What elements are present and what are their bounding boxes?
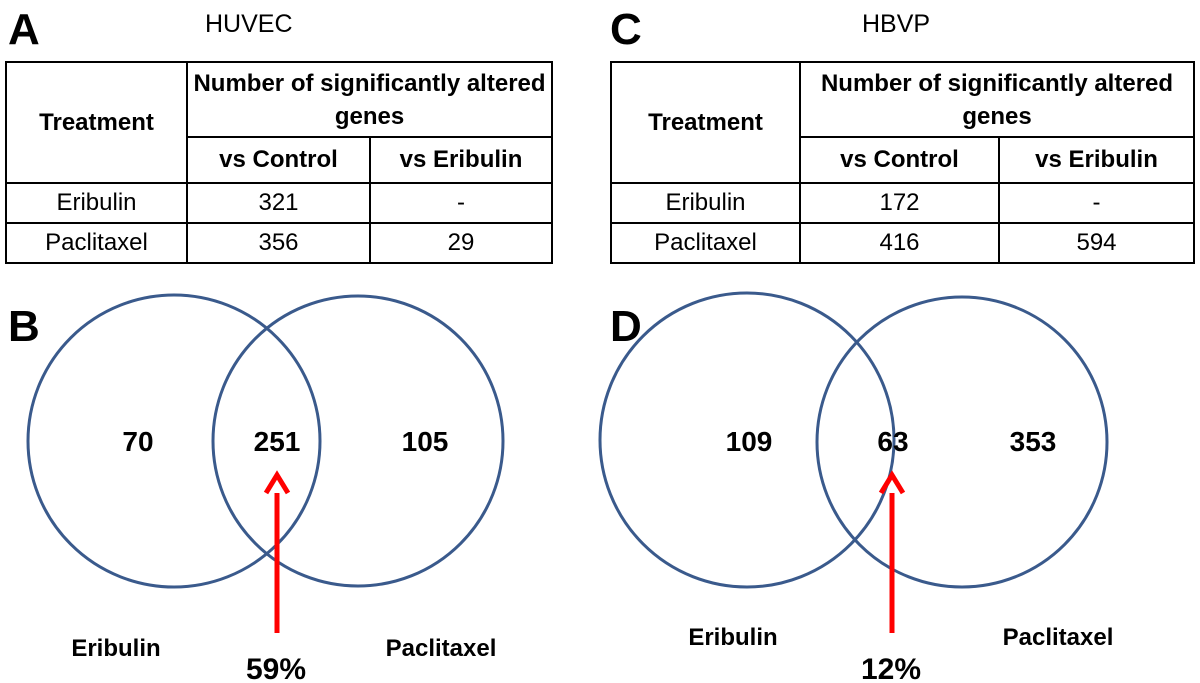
overlap-percent: 59% (246, 653, 306, 683)
vs-eribulin-cell: 594 (997, 222, 1196, 264)
vs-control-cell: 321 (186, 182, 371, 224)
treatment-cell: Paclitaxel (5, 222, 188, 264)
table-row: Paclitaxel 356 29 (5, 222, 554, 264)
venn-label-paclitaxel: Paclitaxel (1003, 624, 1114, 651)
overlap-percent: 12% (861, 653, 921, 683)
sub-header-vs-control: vs Control (186, 136, 371, 184)
panel-letter-b: B (8, 302, 40, 351)
venn-label-paclitaxel: Paclitaxel (386, 635, 497, 662)
venn-right-only-count: 105 (402, 426, 449, 457)
treatment-header: Treatment (5, 61, 188, 184)
sub-header-vs-control: vs Control (799, 136, 1000, 184)
venn-right-only-count: 353 (1010, 426, 1057, 457)
venn-label-eribulin: Eribulin (688, 624, 777, 651)
vs-eribulin-cell: 29 (368, 222, 554, 264)
venn-left-only-count: 70 (122, 426, 153, 457)
overlap-arrow-head (878, 470, 906, 495)
treatment-cell: Paclitaxel (610, 222, 801, 264)
table-row: Eribulin 172 - (610, 182, 1196, 224)
vs-eribulin-cell: - (997, 182, 1196, 224)
vs-control-cell: 356 (186, 222, 371, 264)
gene-table-huvec: Treatment Number of significantly altere… (5, 61, 554, 264)
sub-header-vs-eribulin: vs Eribulin (368, 136, 554, 184)
vs-control-cell: 416 (799, 222, 1000, 264)
sub-header-vs-eribulin: vs Eribulin (997, 136, 1196, 184)
venn-label-eribulin: Eribulin (71, 635, 160, 662)
vs-control-cell: 172 (799, 182, 1000, 224)
treatment-cell: Eribulin (5, 182, 188, 224)
table-row: Paclitaxel 416 594 (610, 222, 1196, 264)
venn-overlap-count: 63 (877, 426, 908, 457)
table-row: Eribulin 321 - (5, 182, 554, 224)
treatment-header: Treatment (610, 61, 801, 184)
venn-diagram-huvec: 70 251 105 Eribulin Paclitaxel 59% (26, 293, 505, 683)
treatment-cell: Eribulin (610, 182, 801, 224)
main-header: Number of significantly altered genes (798, 61, 1196, 138)
overlap-arrow-head (263, 470, 291, 495)
venn-left-only-count: 109 (726, 426, 773, 457)
gene-table-hbvp: Treatment Number of significantly altere… (610, 61, 1196, 264)
venn-circle-paclitaxel (815, 295, 1109, 589)
panel-title-hbvp: HBVP (862, 10, 931, 38)
venn-circle-paclitaxel (211, 294, 505, 588)
venn-circle-eribulin (598, 291, 896, 589)
vs-eribulin-cell: - (368, 182, 554, 224)
venn-diagram-hbvp: 109 63 353 Eribulin Paclitaxel 12% (598, 291, 1114, 683)
panel-letter-c: C (610, 5, 642, 54)
venn-overlap-count: 251 (254, 426, 301, 457)
main-header: Number of significantly altered genes (185, 61, 554, 138)
panel-title-huvec: HUVEC (205, 10, 293, 38)
panel-letter-a: A (8, 5, 40, 54)
venn-circle-eribulin (26, 293, 322, 589)
